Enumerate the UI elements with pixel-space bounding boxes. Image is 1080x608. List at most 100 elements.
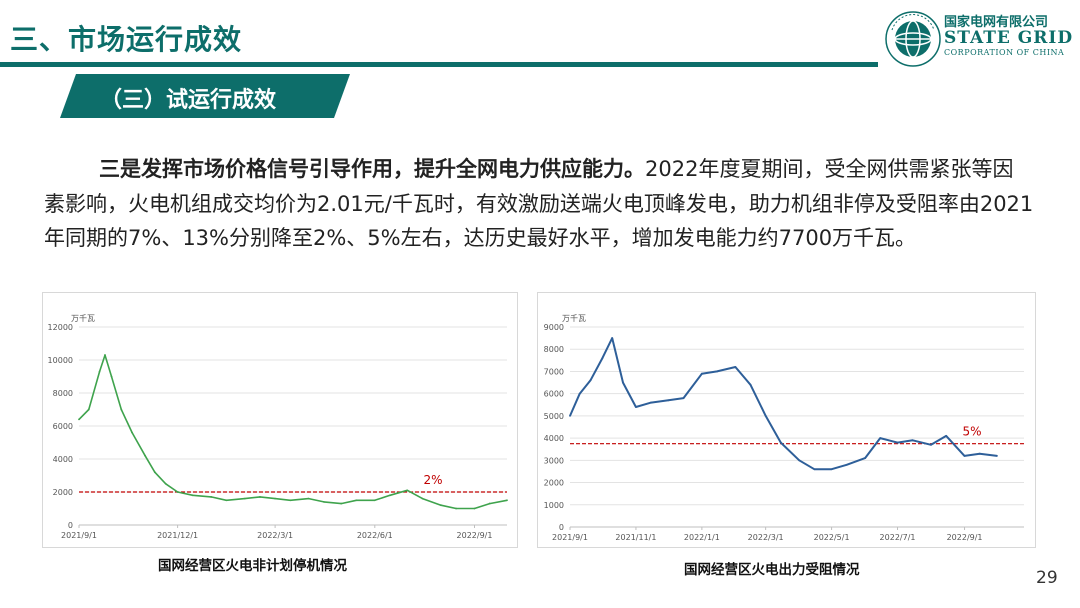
outage-y-tick-label: 0 — [68, 521, 73, 530]
restriction-data-point — [845, 463, 848, 466]
restriction-data-point — [650, 401, 652, 404]
outage-x-tick-label: 2021/9/1 — [61, 531, 97, 540]
outage-data-point — [289, 499, 292, 502]
logo-english-subtitle: CORPORATION OF CHINA — [944, 48, 1065, 57]
chart-unplanned-outage-frame: 万千瓦 0 2000 4000 6000 8000 10000 12000 2021/9/1 20… — [42, 292, 518, 548]
outage-data-point — [340, 502, 343, 505]
restriction-x-tick-label: 2022/9/1 — [947, 533, 983, 542]
restriction-data-point — [945, 434, 948, 437]
outage-data-point — [210, 496, 213, 498]
body-text: 2022年度夏期间，受全网供需紧张等因素影响，火电机组成交均价为2.01元/千瓦… — [44, 157, 1034, 250]
outage-y-tick-label: 4000 — [53, 455, 73, 464]
restriction-data-point — [963, 454, 966, 457]
outage-x-tick-label: 2022/6/1 — [357, 531, 393, 540]
outage-data-point — [473, 507, 476, 510]
page-number: 29 — [1036, 568, 1058, 588]
outage-unit-label: 万千瓦 — [71, 313, 95, 323]
body-paragraph: 三是发挥市场价格信号引导作用，提升全网电力供应能力。2022年度夏期间，受全网供… — [44, 152, 1034, 256]
outage-data-point — [355, 499, 358, 502]
restriction-data-point — [911, 439, 914, 442]
outage-data-point — [131, 431, 133, 434]
restriction-x-tick-label: 2022/3/1 — [748, 533, 784, 542]
outage-data-point — [307, 497, 310, 500]
outage-data-point — [153, 471, 156, 474]
outage-data-point — [389, 494, 391, 497]
restriction-y-tick-label: 3000 — [544, 456, 564, 465]
chart-output-restriction-caption: 国网经营区火电出力受阻情况 — [684, 562, 860, 578]
restriction-data-point — [879, 437, 882, 440]
restriction-y-tick-label: 2000 — [544, 479, 564, 488]
outage-data-point — [98, 370, 101, 373]
restriction-data-point — [864, 457, 866, 460]
body-lead-bold: 三是发挥市场价格信号引导作用，提升全网电力供应能力。 — [99, 157, 645, 181]
outage-data-point — [243, 497, 246, 500]
outage-data-point — [87, 408, 90, 411]
restriction-y-tick-label: 8000 — [544, 345, 564, 354]
section-subtitle: （三）试运行成效 — [100, 88, 277, 113]
restriction-x-tick-label: 2022/1/1 — [684, 533, 720, 542]
restriction-x-tick-label: 2021/9/1 — [552, 533, 588, 542]
restriction-y-tick-label: 4000 — [544, 434, 564, 443]
restriction-x-tick-label: 2021/11/1 — [615, 533, 656, 542]
outage-data-point — [440, 504, 442, 507]
slide-title: 三、市场运行成效 — [10, 23, 243, 56]
restriction-x-tick-label: 2022/5/1 — [814, 533, 850, 542]
outage-reference-label: 2% — [423, 473, 442, 487]
outage-y-tick-label: 2000 — [53, 488, 73, 497]
outage-data-point — [373, 499, 376, 502]
restriction-data-point — [667, 399, 670, 402]
restriction-data-point — [813, 468, 816, 471]
restriction-data-point — [749, 383, 752, 386]
restriction-data-point — [896, 441, 899, 444]
outage-y-tick-label: 8000 — [53, 389, 73, 398]
outage-data-point — [406, 489, 409, 492]
outage-data-point — [259, 496, 261, 498]
restriction-data-point — [700, 372, 703, 375]
outage-x-tick-label: 2021/12/1 — [157, 531, 198, 540]
chart-output-restriction-frame: 万千瓦 0 1000 2000 3000 4000 5000 6000 7000 8000 9000… — [537, 292, 1036, 548]
outage-y-tick-label: 12000 — [48, 323, 73, 332]
restriction-data-point — [682, 397, 685, 400]
restriction-unit-label: 万千瓦 — [562, 313, 586, 323]
restriction-y-tick-label: 6000 — [544, 390, 564, 399]
restriction-data-point — [930, 443, 932, 446]
outage-y-tick-label: 6000 — [53, 422, 73, 431]
outage-data-point — [322, 501, 325, 503]
restriction-y-tick-label: 1000 — [544, 501, 564, 510]
chart-unplanned-outage: 万千瓦 0 2000 4000 6000 8000 10000 12000 2021/9/1 20… — [48, 313, 508, 540]
restriction-data-point — [611, 337, 614, 340]
outage-data-point — [144, 454, 146, 457]
restriction-data-point — [779, 441, 782, 444]
restriction-data-point — [635, 406, 637, 408]
outage-data-point — [421, 497, 424, 500]
restriction-data-point — [716, 370, 718, 373]
restriction-data-point — [764, 414, 767, 417]
outage-y-tick-label: 10000 — [48, 356, 73, 365]
restriction-data-point — [798, 459, 801, 462]
restriction-series-line — [569, 337, 998, 471]
logo-english-name: STATE GRID — [944, 28, 1074, 48]
logo-chinese-name: 国家电网有限公司 — [944, 15, 1049, 30]
chart-output-restriction: 万千瓦 0 1000 2000 3000 4000 5000 6000 7000 8000 9000… — [544, 313, 1024, 542]
restriction-data-point — [601, 357, 604, 360]
outage-data-point — [78, 418, 80, 421]
restriction-data-point — [996, 454, 998, 457]
chart-unplanned-outage-caption: 国网经营区火电非计划停机情况 — [158, 558, 347, 574]
restriction-data-point — [734, 366, 737, 368]
restriction-data-point — [830, 468, 833, 471]
outage-series-line — [78, 354, 508, 510]
outage-data-point — [488, 502, 491, 505]
outage-data-point — [120, 408, 123, 411]
outage-data-point — [164, 482, 167, 485]
outage-data-point — [225, 499, 228, 502]
restriction-y-tick-label: 7000 — [544, 367, 564, 376]
restriction-data-point — [589, 379, 592, 382]
restriction-y-tick-label: 5000 — [544, 412, 564, 421]
restriction-x-tick-label: 2022/7/1 — [880, 533, 916, 542]
restriction-data-point — [569, 414, 571, 417]
restriction-data-point — [578, 392, 581, 395]
restriction-data-point — [622, 381, 624, 384]
state-grid-logo — [885, 11, 941, 67]
outage-data-point — [176, 491, 179, 493]
outage-x-tick-label: 2022/3/1 — [257, 531, 293, 540]
